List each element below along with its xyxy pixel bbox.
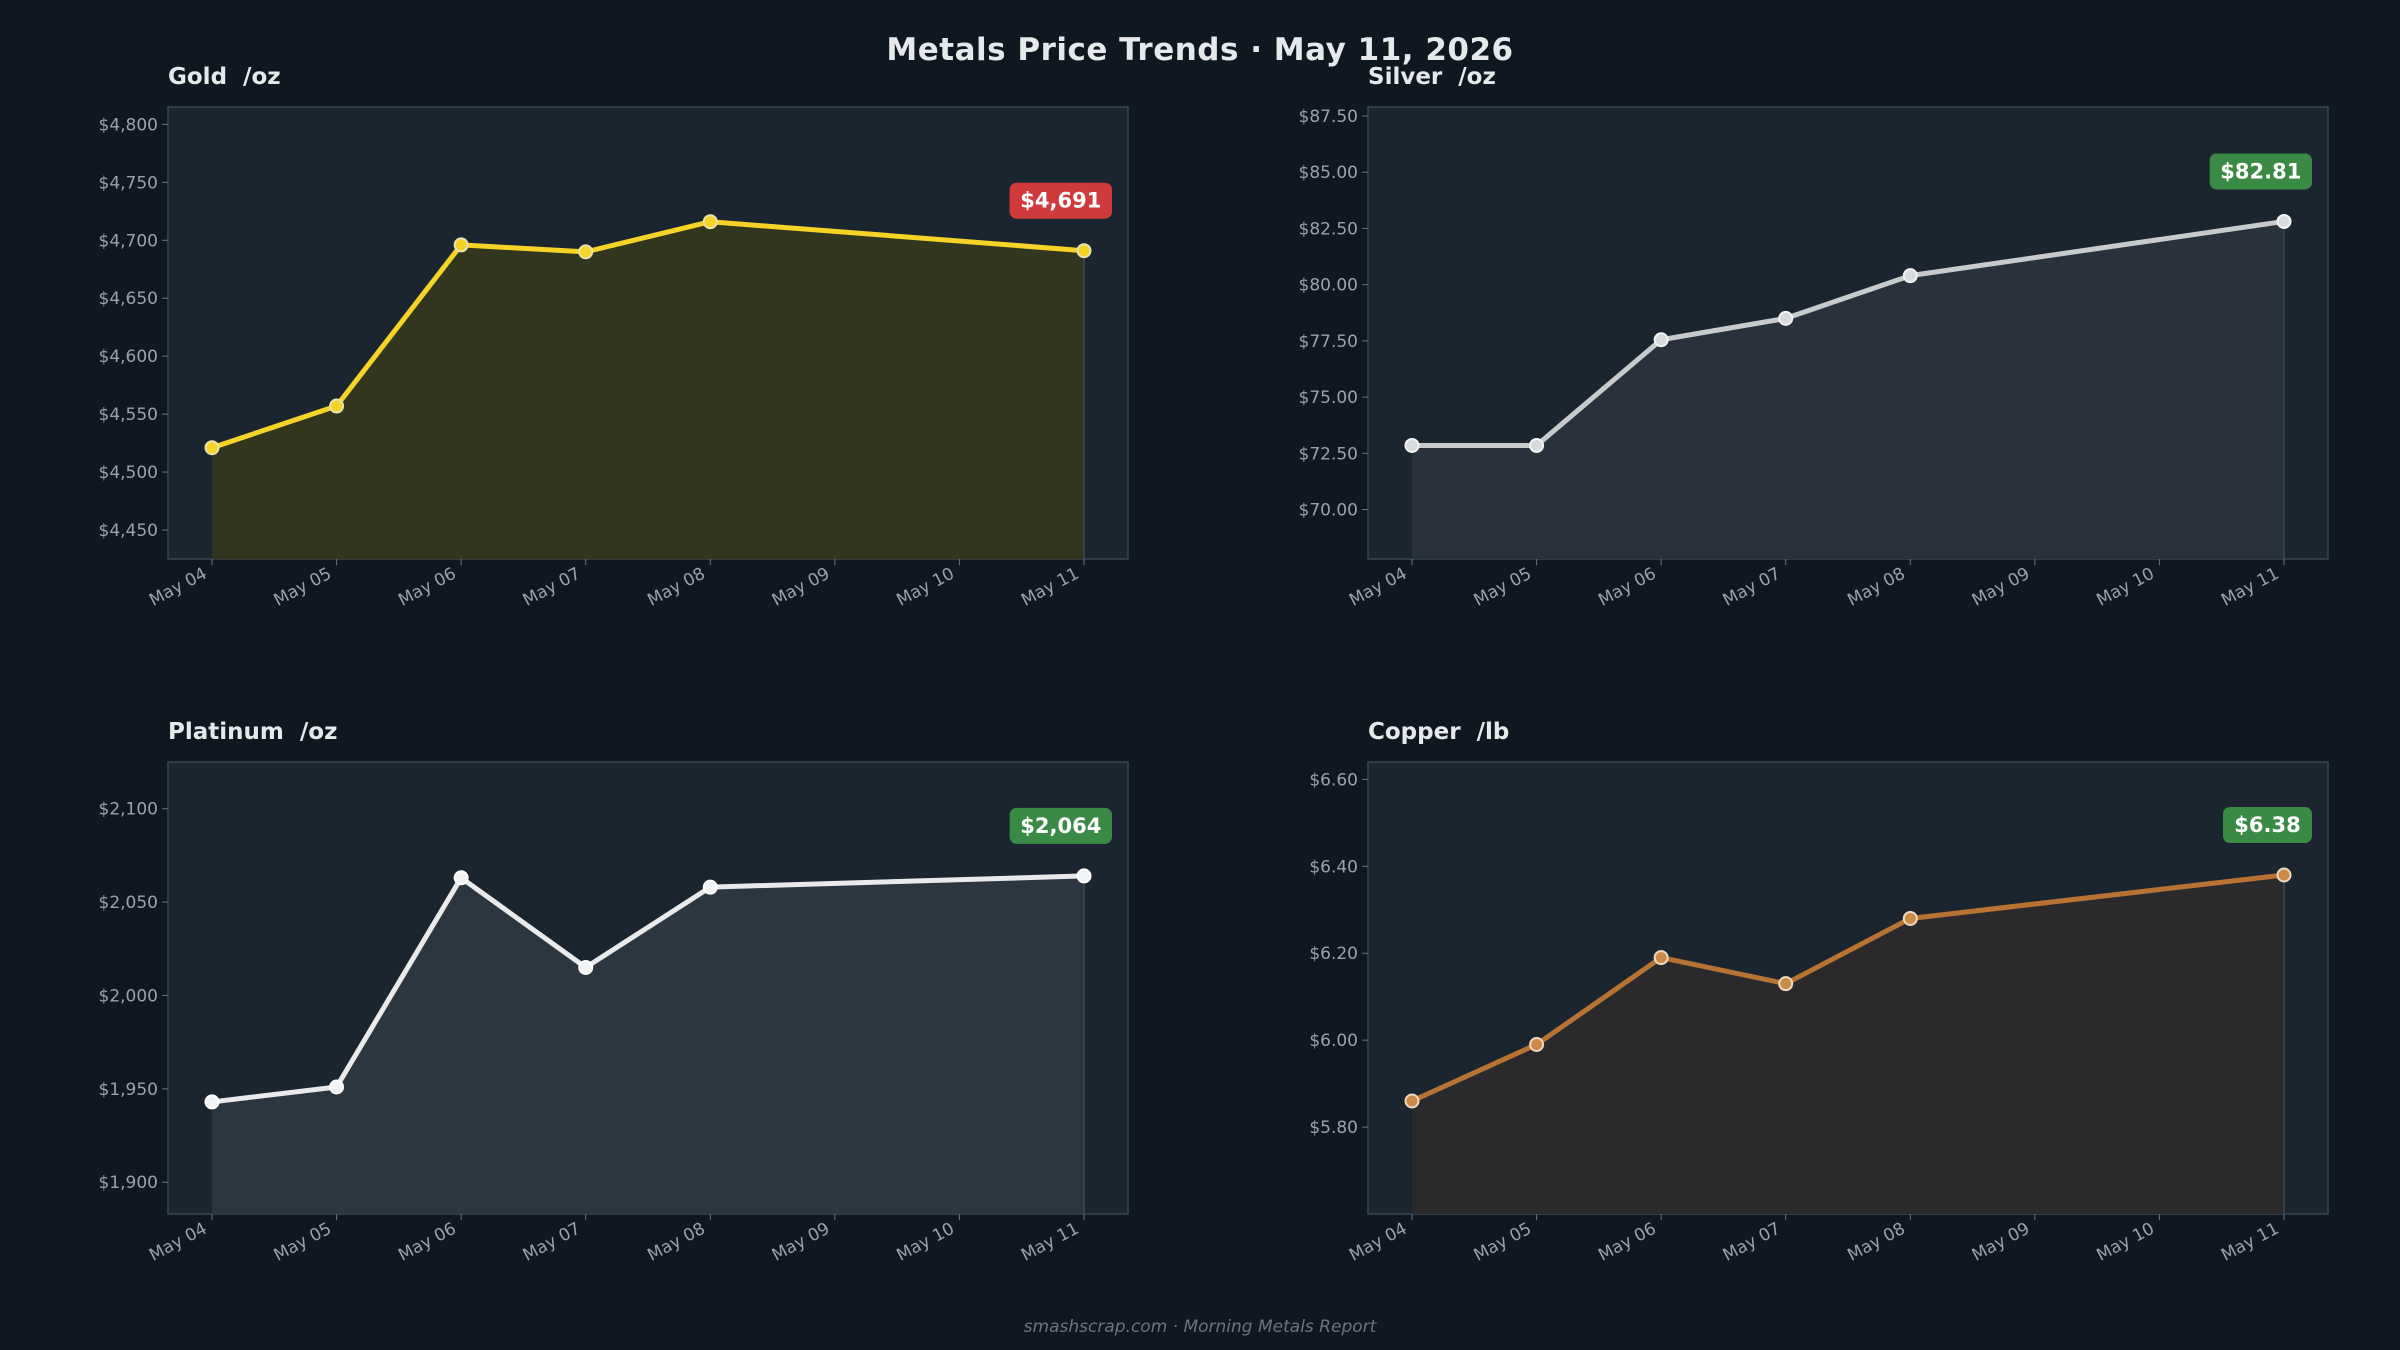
data-point (2276, 867, 2292, 883)
data-point (329, 398, 345, 414)
y-tick-label: $85.00 (1299, 163, 1358, 183)
data-point (1778, 310, 1794, 326)
y-tick-label: $6.00 (1309, 1031, 1358, 1051)
data-point (1653, 950, 1669, 966)
latest-price-label: $82.81 (2220, 159, 2301, 183)
chart-title-gold: Gold /oz (168, 64, 281, 90)
data-point (702, 879, 718, 895)
chart-title-silver: Silver /oz (1368, 64, 1496, 90)
data-point (702, 214, 718, 230)
latest-price-label: $2,064 (1020, 814, 1101, 838)
y-tick-label: $2,100 (99, 800, 158, 820)
data-point (1076, 868, 1092, 884)
series-line (1409, 872, 2287, 1104)
data-point (1653, 332, 1669, 348)
x-tick-label: May 11 (2218, 1219, 2282, 1266)
y-tick-label: $4,550 (99, 405, 158, 425)
series-line (209, 873, 1087, 1105)
data-point (578, 959, 594, 975)
data-point (2276, 213, 2292, 229)
x-tick-label: May 09 (1969, 1219, 2033, 1266)
latest-price-label: $4,691 (1020, 189, 1101, 213)
x-tick-label: May 06 (1595, 1219, 1659, 1266)
y-tick-label: $4,600 (99, 347, 158, 367)
y-tick-label: $82.50 (1299, 219, 1358, 239)
area-fill (212, 221, 1084, 559)
data-point (1902, 268, 1918, 284)
area-fill (1412, 221, 2284, 560)
y-tick-label: $6.60 (1309, 770, 1358, 790)
y-tick-label: $4,800 (99, 115, 158, 135)
x-tick-label: May 08 (1844, 1219, 1908, 1266)
series-line (1409, 218, 2287, 448)
data-point (204, 1094, 220, 1110)
chart-title-platinum: Platinum /oz (168, 719, 338, 745)
data-point (1404, 437, 1420, 453)
data-point (578, 244, 594, 260)
area-fill (212, 875, 1084, 1214)
page-title: Metals Price Trends · May 11, 2026 (886, 32, 1514, 68)
data-point (329, 1079, 345, 1095)
latest-price-badge (1009, 807, 1112, 844)
y-tick-label: $87.50 (1299, 107, 1358, 127)
y-tick-label: $70.00 (1299, 501, 1358, 521)
footer-credit: smashscrap.com · Morning Metals Report (1023, 1317, 1377, 1337)
y-tick-label: $4,650 (99, 289, 158, 309)
data-point (1902, 910, 1918, 926)
y-tick-label: $4,500 (99, 463, 158, 483)
y-tick-label: $4,700 (99, 231, 158, 251)
y-tick-label: $2,050 (99, 893, 158, 913)
data-point (1404, 1093, 1420, 1109)
data-point (453, 237, 469, 253)
data-point (1529, 437, 1545, 453)
data-point (1529, 1037, 1545, 1052)
y-tick-label: $6.40 (1309, 857, 1358, 877)
y-tick-label: $4,750 (99, 173, 158, 193)
x-tick-label: May 07 (1720, 1219, 1784, 1266)
y-tick-label: $72.50 (1299, 444, 1358, 464)
x-tick-label: May 05 (1471, 1219, 1535, 1266)
latest-price-badge (2209, 153, 2312, 190)
y-tick-label: $1,900 (99, 1173, 158, 1193)
x-tick-label: May 04 (1346, 1219, 1410, 1266)
series-line (209, 219, 1087, 451)
data-point (453, 870, 469, 886)
y-tick-label: $2,000 (99, 986, 158, 1006)
data-point (1778, 976, 1794, 992)
latest-price-badge (1009, 182, 1112, 219)
y-tick-label: $6.20 (1309, 944, 1358, 964)
y-tick-label: $5.80 (1309, 1118, 1358, 1138)
y-tick-label: $1,950 (99, 1080, 158, 1100)
y-tick-label: $75.00 (1299, 388, 1358, 408)
area-fill (1412, 875, 2284, 1214)
y-tick-label: $4,450 (99, 521, 158, 541)
y-tick-label: $77.50 (1299, 332, 1358, 352)
data-point (204, 440, 220, 456)
x-tick-label: May 10 (2093, 1219, 2157, 1266)
latest-price-label: $6.38 (2234, 813, 2300, 837)
chart-title-copper: Copper /lb (1368, 719, 1510, 745)
latest-price-badge (2223, 807, 2312, 843)
y-tick-label: $80.00 (1299, 276, 1358, 296)
data-point (1076, 243, 1092, 259)
